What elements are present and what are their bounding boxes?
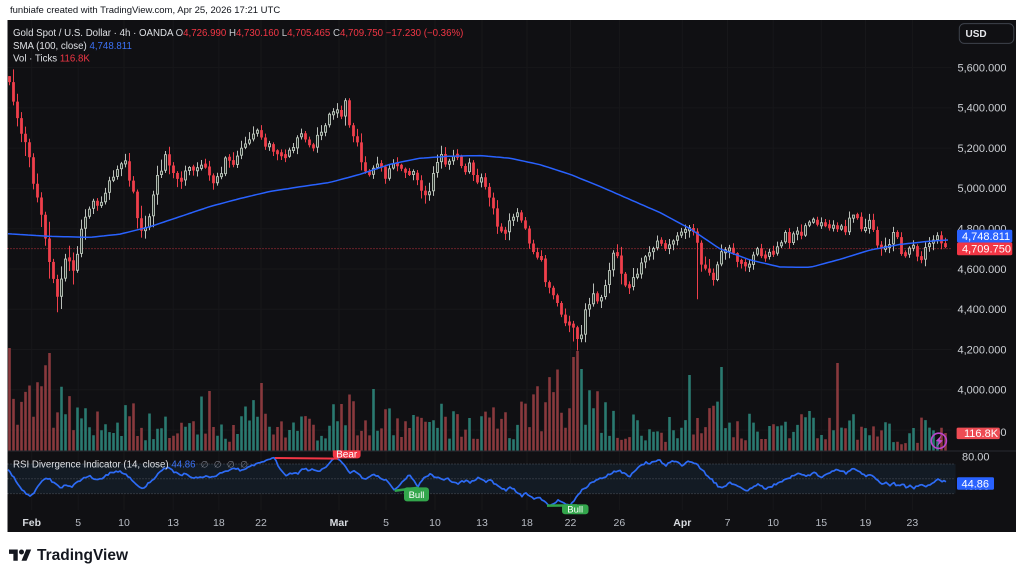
svg-text:SMA (100, close) 4,748.811: SMA (100, close) 4,748.811 <box>13 41 132 52</box>
svg-text:5: 5 <box>75 517 81 529</box>
svg-text:Gold Spot / U.S. Dollar · 4h ·: Gold Spot / U.S. Dollar · 4h · OANDA O4,… <box>13 28 463 39</box>
svg-text:10: 10 <box>767 517 779 529</box>
svg-text:USD: USD <box>966 29 987 40</box>
svg-text:Bull: Bull <box>409 490 425 501</box>
svg-text:4,200.000: 4,200.000 <box>958 344 1007 356</box>
svg-text:Vol · Ticks 116.8K: Vol · Ticks 116.8K <box>13 53 90 64</box>
svg-text:22: 22 <box>255 517 267 529</box>
svg-text:Apr: Apr <box>673 517 691 529</box>
svg-text:80.00: 80.00 <box>962 451 990 463</box>
svg-text:22: 22 <box>565 517 577 529</box>
svg-text:5,000.000: 5,000.000 <box>958 183 1007 195</box>
svg-text:4,748.811: 4,748.811 <box>962 231 1010 243</box>
svg-text:18: 18 <box>521 517 533 529</box>
svg-text:4,709.750: 4,709.750 <box>962 244 1011 256</box>
svg-text:26: 26 <box>614 517 626 529</box>
svg-text:RSI Divergence Indicator (14,: RSI Divergence Indicator (14, close) 44.… <box>13 460 248 471</box>
svg-text:Mar: Mar <box>330 517 349 529</box>
svg-text:23: 23 <box>907 517 919 529</box>
svg-text:Bull: Bull <box>567 505 583 516</box>
svg-text:13: 13 <box>476 517 488 529</box>
svg-text:4,400.000: 4,400.000 <box>958 304 1007 316</box>
svg-text:4,000.000: 4,000.000 <box>958 385 1007 397</box>
svg-text:Feb: Feb <box>22 517 41 529</box>
svg-text:15: 15 <box>815 517 827 529</box>
svg-text:7: 7 <box>725 517 731 529</box>
svg-text:10: 10 <box>429 517 441 529</box>
svg-text:5,400.000: 5,400.000 <box>958 103 1007 115</box>
svg-text:13: 13 <box>167 517 179 529</box>
svg-text:10: 10 <box>118 517 130 529</box>
svg-text:Bear: Bear <box>336 450 358 461</box>
svg-text:116.8K: 116.8K <box>964 428 999 440</box>
svg-text:4,600.000: 4,600.000 <box>958 264 1007 276</box>
svg-text:18: 18 <box>213 517 225 529</box>
svg-text:5: 5 <box>383 517 389 529</box>
svg-text:5,200.000: 5,200.000 <box>958 143 1007 155</box>
svg-text:5,600.000: 5,600.000 <box>958 62 1007 74</box>
svg-text:19: 19 <box>860 517 872 529</box>
svg-text:44.86: 44.86 <box>962 478 990 490</box>
